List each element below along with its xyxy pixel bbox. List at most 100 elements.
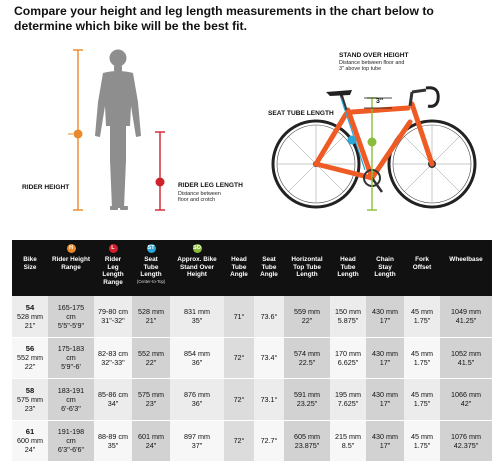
- cell-line: 559 mm: [294, 307, 320, 317]
- header-label-line: Offset: [412, 263, 432, 271]
- fit-figure: STAND OVER HEIGHT Distance between floor…: [0, 40, 500, 222]
- table-row: 54 528 mm 21" 165-175 cm 5'5"-5'9" 79-80 cm 31"…: [12, 296, 492, 338]
- rider-leg-title: RIDER LEG LENGTH: [178, 182, 243, 189]
- cell-line: 601 mm: [138, 431, 164, 441]
- table-cell: 574 mm 22.5": [284, 337, 330, 379]
- cell-line: 17": [379, 316, 391, 326]
- cell-line: 17": [379, 399, 391, 409]
- header-label-line: Angle: [230, 271, 248, 279]
- table-cell: 54 528 mm 21": [12, 296, 48, 338]
- cell-line: 591 mm: [294, 390, 320, 400]
- table-cell: 170 mm 6.625": [330, 337, 366, 379]
- cell-line: 1.75": [413, 399, 431, 409]
- header-cell: Wheelbase: [440, 240, 492, 296]
- cell-line: 73.6°: [260, 311, 278, 321]
- header-label-line: Seat: [144, 256, 158, 263]
- cell-line: 170 mm: [335, 348, 361, 358]
- cell-line: 79-80 cm: [98, 307, 128, 317]
- header-cell: Fork Offset: [404, 240, 440, 296]
- table-cell: 559 mm 22": [284, 296, 330, 338]
- header-label-line: Length: [296, 271, 318, 279]
- header-cell: ST Seat Tube Length (Center-to-Top): [132, 240, 170, 296]
- table-cell: 85-86 cm 34": [94, 379, 132, 421]
- header-label-line: Stand Over: [179, 263, 215, 271]
- cell-line: 22": [24, 362, 36, 372]
- cell-line: 215 mm: [335, 431, 361, 441]
- cell-line: 36": [191, 399, 203, 409]
- table-cell: 1076 mm 42.375": [440, 420, 492, 462]
- header-label-line: Leg: [107, 263, 119, 271]
- cell-line: 73.1°: [260, 394, 278, 404]
- header-label-line: Fork: [415, 256, 429, 263]
- cell-line: 72.7°: [260, 436, 278, 446]
- cell-line: 45 mm: [411, 390, 433, 400]
- header-label-line: Rider: [104, 256, 122, 263]
- header-cell: Bike Size: [12, 240, 48, 296]
- cell-line: 85-86 cm: [98, 390, 128, 400]
- cell-line: 1.75": [413, 316, 431, 326]
- table-cell: 73.4°: [254, 337, 284, 379]
- rider-leg-sub1: Distance between: [178, 191, 221, 197]
- table-cell: 430 mm 17": [366, 337, 404, 379]
- cell-line: 35": [107, 440, 119, 450]
- table-body: 54 528 mm 21" 165-175 cm 5'5"-5'9" 79-80 cm 31"…: [12, 296, 492, 462]
- cell-line: 17": [379, 440, 391, 450]
- page-headline: Compare your height and leg length measu…: [14, 4, 434, 33]
- table-cell: 45 mm 1.75": [404, 379, 440, 421]
- cell-line: 430 mm: [372, 348, 398, 358]
- rider-height-label: RIDER HEIGHT: [22, 184, 70, 191]
- fit-illustration: [68, 49, 477, 211]
- table-cell: 430 mm 17": [366, 420, 404, 462]
- cell-line: 22": [301, 316, 313, 326]
- cell-line: 6'-6'3": [61, 403, 81, 413]
- cell-line: 72°: [233, 394, 245, 404]
- table-row: 58 575 mm 23" 183-191 cm 6'-6'3" 85-86 cm 34" 57…: [12, 379, 492, 421]
- three-inch-marker: [364, 97, 392, 109]
- cell-line: 430 mm: [372, 390, 398, 400]
- stand-over-bracket: [367, 97, 377, 211]
- table-cell: 45 mm 1.75": [404, 296, 440, 338]
- cell-line: cm: [66, 311, 76, 321]
- cell-line: 528 mm: [138, 307, 164, 317]
- header-badge-spacer: [235, 244, 244, 253]
- header-label-line: Range: [103, 278, 123, 286]
- cell-line: 42.375": [453, 440, 479, 450]
- header-cell: H Rider Height Range: [48, 240, 94, 296]
- cell-line: 1.75": [413, 357, 431, 367]
- table-cell: 605 mm 23.875": [284, 420, 330, 462]
- badge-seat-tube-icon: [347, 135, 357, 145]
- table-cell: 72.7°: [254, 420, 284, 462]
- cell-line: 17": [379, 357, 391, 367]
- cell-line: 32"-33": [101, 357, 125, 367]
- header-badge-spacer: [265, 244, 274, 253]
- rider-leg-bracket: [155, 131, 165, 211]
- cell-line: 54: [25, 302, 35, 312]
- table-cell: 183-191 cm 6'-6'3": [48, 379, 94, 421]
- table-cell: 528 mm 21": [132, 296, 170, 338]
- bike-illustration: [271, 86, 477, 209]
- table-cell: 897 mm 37": [170, 420, 224, 462]
- header-cell: Head Tube Angle: [224, 240, 254, 296]
- table-cell: 215 mm 8.5": [330, 420, 366, 462]
- header-label-line: Bike: [23, 256, 37, 263]
- table-cell: 1052 mm 41.5": [440, 337, 492, 379]
- table-cell: 79-80 cm 31"-32": [94, 296, 132, 338]
- table-cell: 1049 mm 41.25": [440, 296, 492, 338]
- cell-line: 36": [191, 357, 203, 367]
- table-cell: 430 mm 17": [366, 296, 404, 338]
- header-label-line: Angle: [260, 271, 278, 279]
- cell-line: 7.625": [337, 399, 359, 409]
- header-badge-icon: L: [108, 244, 118, 253]
- header-label-line: Seat: [262, 256, 276, 263]
- cell-line: 31"-32": [101, 316, 125, 326]
- header-label-line: Length: [337, 271, 359, 279]
- cell-line: 37": [191, 440, 203, 450]
- table-cell: 591 mm 23.25": [284, 379, 330, 421]
- cell-line: 1076 mm: [451, 431, 481, 441]
- table-cell: 552 mm 22": [132, 337, 170, 379]
- header-cell: Head Tube Length: [330, 240, 366, 296]
- cell-line: 150 mm: [335, 307, 361, 317]
- cell-line: 430 mm: [372, 431, 398, 441]
- header-label-line: Range: [61, 263, 81, 271]
- badge-stand-over-icon: [367, 137, 377, 147]
